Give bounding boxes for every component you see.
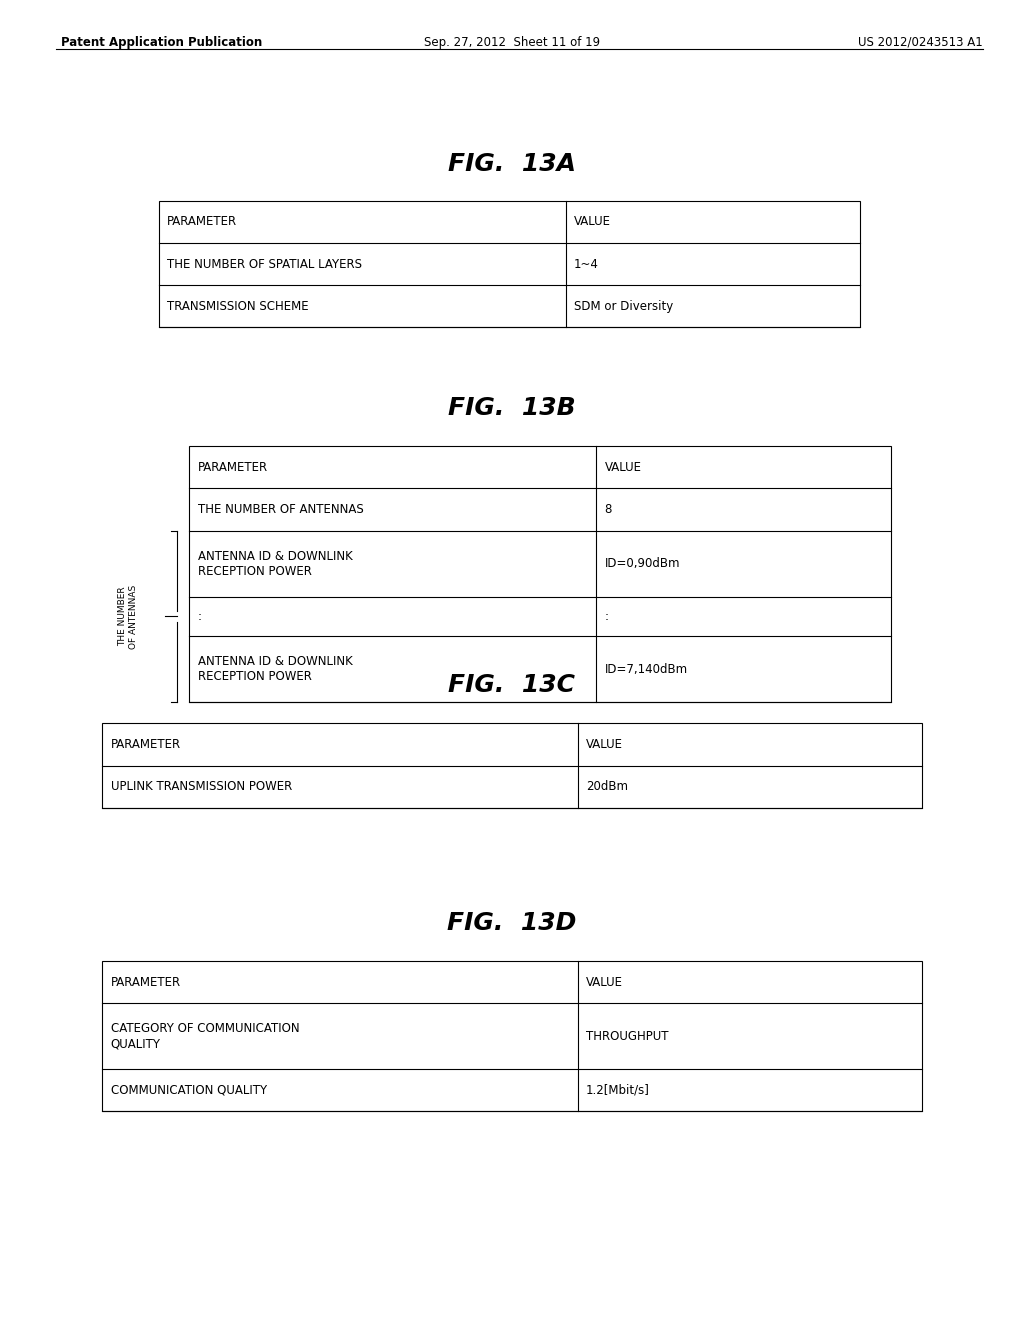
Text: TRANSMISSION SCHEME: TRANSMISSION SCHEME [167, 300, 308, 313]
Text: :: : [198, 610, 202, 623]
Text: :: : [604, 610, 608, 623]
Text: THE NUMBER
OF ANTENNAS: THE NUMBER OF ANTENNAS [119, 585, 137, 648]
Bar [102, 723, 922, 808]
Text: FIG.  13C: FIG. 13C [449, 673, 575, 697]
Text: VALUE: VALUE [573, 215, 610, 228]
Text: PARAMETER: PARAMETER [111, 738, 180, 751]
Text: VALUE: VALUE [586, 738, 623, 751]
Bar [189, 446, 891, 702]
Text: UPLINK TRANSMISSION POWER: UPLINK TRANSMISSION POWER [111, 780, 292, 793]
Text: VALUE: VALUE [586, 975, 623, 989]
Text: PARAMETER: PARAMETER [167, 215, 237, 228]
Text: Patent Application Publication: Patent Application Publication [61, 36, 263, 49]
Text: US 2012/0243513 A1: US 2012/0243513 A1 [858, 36, 983, 49]
Text: 8: 8 [604, 503, 612, 516]
Text: 20dBm: 20dBm [586, 780, 628, 793]
Text: ID=7,140dBm: ID=7,140dBm [604, 663, 687, 676]
Bar [102, 961, 922, 1111]
Text: FIG.  13A: FIG. 13A [449, 152, 575, 176]
Text: Sep. 27, 2012  Sheet 11 of 19: Sep. 27, 2012 Sheet 11 of 19 [424, 36, 600, 49]
Text: PARAMETER: PARAMETER [198, 461, 267, 474]
Text: THROUGHPUT: THROUGHPUT [586, 1030, 669, 1043]
Text: ID=0,90dBm: ID=0,90dBm [604, 557, 680, 570]
Text: FIG.  13D: FIG. 13D [447, 911, 577, 935]
Text: 1~4: 1~4 [573, 257, 599, 271]
Text: THE NUMBER OF ANTENNAS: THE NUMBER OF ANTENNAS [198, 503, 364, 516]
Text: COMMUNICATION QUALITY: COMMUNICATION QUALITY [111, 1084, 266, 1097]
Text: CATEGORY OF COMMUNICATION
QUALITY: CATEGORY OF COMMUNICATION QUALITY [111, 1022, 299, 1051]
Text: VALUE: VALUE [604, 461, 641, 474]
Text: 1.2[Mbit/s]: 1.2[Mbit/s] [586, 1084, 649, 1097]
Bar [159, 201, 860, 327]
Text: THE NUMBER OF SPATIAL LAYERS: THE NUMBER OF SPATIAL LAYERS [167, 257, 361, 271]
Text: SDM or Diversity: SDM or Diversity [573, 300, 673, 313]
Text: ANTENNA ID & DOWNLINK
RECEPTION POWER: ANTENNA ID & DOWNLINK RECEPTION POWER [198, 549, 352, 578]
Text: PARAMETER: PARAMETER [111, 975, 180, 989]
Text: ANTENNA ID & DOWNLINK
RECEPTION POWER: ANTENNA ID & DOWNLINK RECEPTION POWER [198, 655, 352, 684]
Text: FIG.  13B: FIG. 13B [449, 396, 575, 420]
